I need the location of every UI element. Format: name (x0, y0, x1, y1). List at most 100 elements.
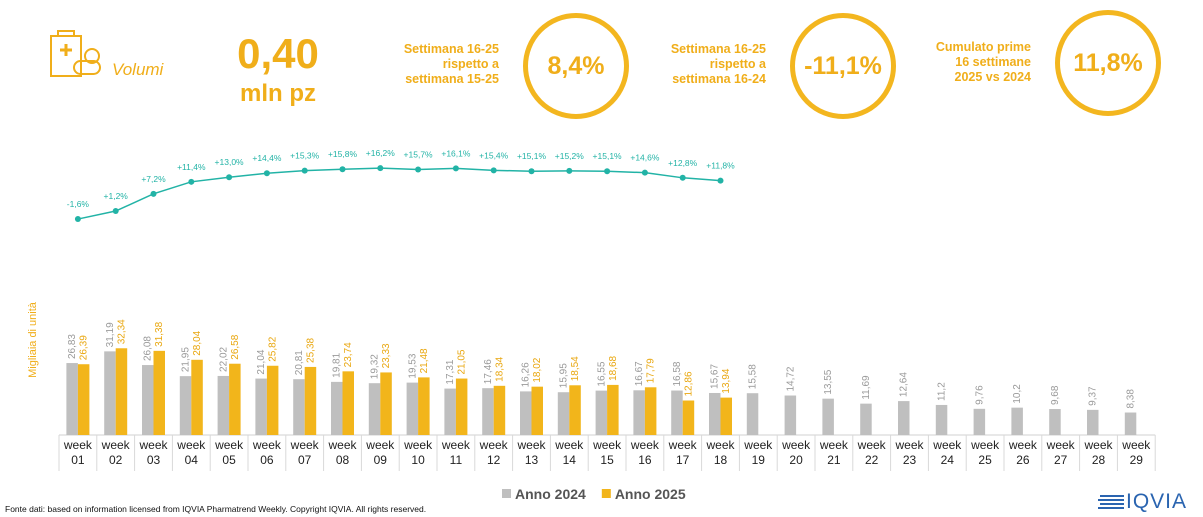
trend-point (679, 174, 686, 181)
trend-label: +11,4% (177, 162, 206, 172)
trend-label: +15,3% (290, 151, 320, 161)
bar-value-label: 21,95 (181, 347, 192, 372)
kpi-label-line: settimana 15-25 (405, 72, 499, 86)
trend-point (528, 168, 535, 175)
bar (595, 390, 608, 435)
bar-value-label: 32,34 (116, 319, 127, 344)
kpi-label: Cumulato prime 16 settimane 2025 vs 2024 (915, 40, 1031, 85)
bar-value-label: 11,69 (861, 375, 872, 400)
x-tick-label: week 25 (971, 438, 1000, 467)
x-tick-label: week 11 (441, 438, 470, 467)
kpi-label-line: Cumulato prime (935, 40, 1031, 54)
bar-value-label: 13,55 (823, 369, 834, 394)
trend-label: +14,6% (630, 153, 660, 163)
trend-label: +11,8% (706, 161, 735, 171)
bar-value-label: 16,67 (634, 361, 645, 386)
bar-value-label: 17,31 (445, 359, 456, 384)
x-tick-label: week 26 (1008, 438, 1037, 467)
bar-value-label: 17,46 (483, 359, 494, 384)
kpi-label-line: rispetto a (709, 57, 766, 71)
bar-value-label: 17,79 (646, 358, 657, 383)
x-tick-label: week 03 (139, 438, 168, 467)
bar (633, 390, 645, 435)
trend-label: +15,2% (555, 151, 585, 161)
x-tick-label: week 09 (366, 438, 395, 467)
bar (531, 386, 543, 435)
bar (368, 383, 381, 435)
header-label: Volumi (112, 60, 164, 79)
trend-label: +15,1% (517, 151, 547, 161)
trend-label: +15,8% (328, 149, 358, 159)
trend-point (112, 208, 119, 215)
bar-value-label: 31,38 (154, 321, 165, 346)
kpi-label-line: 2025 vs 2024 (954, 70, 1031, 84)
trend-point (74, 216, 81, 223)
bar-value-label: 20,81 (294, 350, 305, 375)
trend-point (415, 166, 422, 173)
trend-point (226, 174, 233, 181)
kpi-label: Settimana 16-25 rispetto a settimana 15-25 (385, 42, 499, 87)
trend-line (77, 167, 721, 220)
bar (709, 392, 721, 435)
x-tick-label: week 23 (895, 438, 924, 467)
bar (935, 404, 948, 435)
bar-value-label: 25,38 (305, 337, 316, 362)
trend-label: +12,8% (668, 158, 698, 168)
bar-value-label: 26,08 (143, 336, 154, 361)
bar-value-label: 23,33 (381, 343, 392, 368)
bar (191, 359, 203, 435)
bar (418, 377, 430, 435)
x-tick-label: week 06 (252, 438, 281, 467)
bar-value-label: 9,76 (974, 385, 985, 405)
x-tick-label: week 21 (819, 438, 848, 467)
bar-value-label: 11,2 (937, 382, 948, 401)
x-tick-label: week 22 (857, 438, 886, 467)
bar-value-label: 13,94 (721, 368, 732, 393)
bar (1124, 412, 1137, 435)
bar (266, 365, 279, 435)
bar (720, 397, 732, 435)
trend-point (188, 178, 195, 185)
x-tick-label: week 12 (479, 438, 508, 467)
bar-value-label: 15,58 (748, 364, 759, 389)
trend-label: -1,6% (67, 199, 90, 209)
legend-swatch (601, 489, 611, 498)
bar-value-label: 18,68 (608, 355, 619, 380)
trend-point (301, 167, 308, 174)
bar (1087, 409, 1099, 435)
logo: IQVIA (1126, 490, 1188, 513)
bar-value-label: 21,05 (457, 349, 468, 374)
bar (569, 385, 581, 435)
x-tick-label: week 27 (1046, 438, 1075, 467)
x-tick-label: week 19 (744, 438, 773, 467)
x-tick-label: week 08 (328, 438, 357, 467)
bar-value-label: 21,48 (419, 348, 430, 373)
bar (406, 382, 419, 435)
x-tick-label: week 05 (215, 438, 244, 467)
x-tick-label: week 29 (1122, 438, 1151, 467)
trend-point (641, 169, 648, 176)
legend-label: Anno 2024 (515, 486, 586, 502)
bar (217, 375, 230, 435)
trend-label: +1,2% (104, 191, 129, 201)
x-tick-label: week 15 (593, 438, 622, 467)
kpi-label-line: 16 settimane (955, 55, 1031, 69)
bar (1049, 409, 1061, 435)
trend-label: +15,7% (404, 150, 434, 160)
bar-value-label: 18,02 (532, 357, 543, 382)
header-unit: mln pz (240, 80, 316, 107)
x-tick-label: week 07 (290, 438, 319, 467)
trend-label: +13,0% (215, 157, 245, 167)
trend-point (377, 165, 384, 172)
trend-point (566, 167, 573, 174)
legend-label: Anno 2025 (615, 486, 686, 502)
bar (520, 391, 532, 435)
bar-value-label: 16,55 (596, 361, 607, 386)
bar-value-label: 15,95 (559, 363, 570, 388)
bar (342, 371, 354, 435)
x-tick-label: week 18 (706, 438, 735, 467)
y-axis-label: Migliaia di unità (27, 301, 39, 378)
bar (77, 364, 90, 435)
trend-label: +15,4% (479, 150, 509, 160)
